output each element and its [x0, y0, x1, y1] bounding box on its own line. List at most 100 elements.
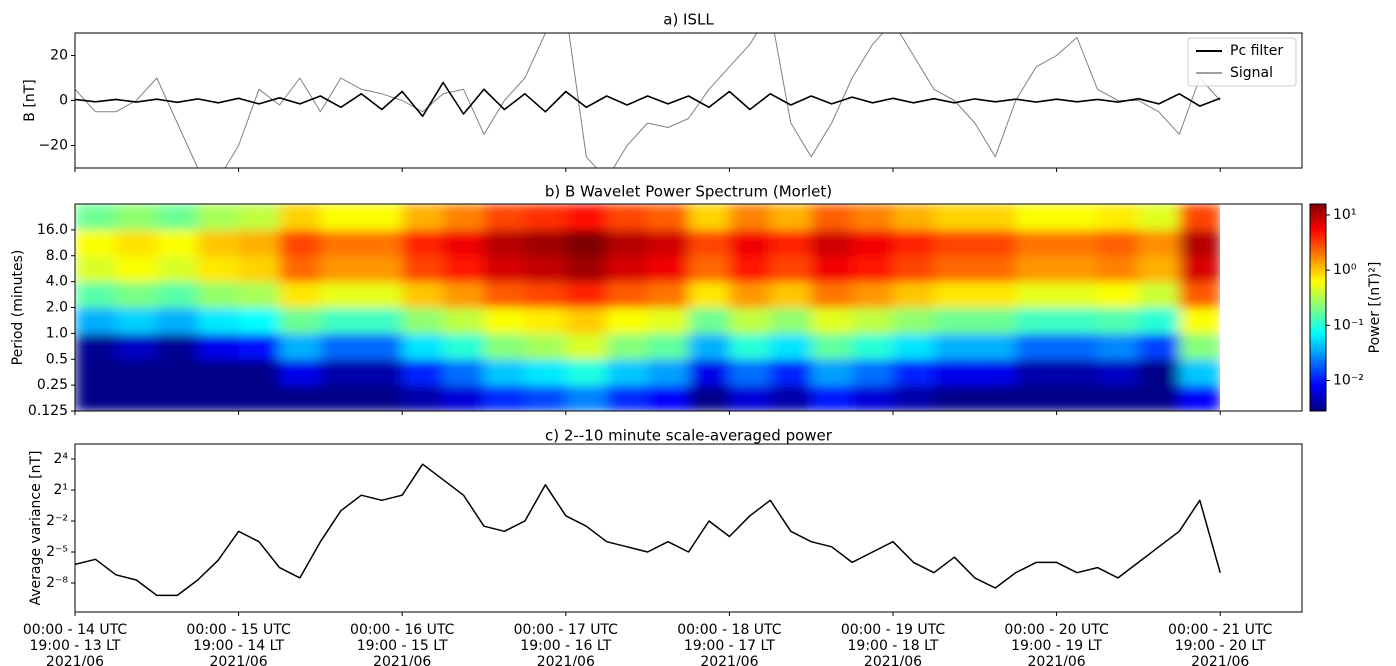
heatmap-cell: [606, 333, 649, 360]
heatmap-cell: [1056, 385, 1098, 411]
heatmap-cell: [279, 229, 321, 257]
heatmap-cell: [1138, 333, 1180, 360]
heatmap-cell: [402, 229, 444, 257]
heatmap-cell: [729, 255, 771, 283]
colorbar: [1309, 203, 1327, 412]
heatmap-cell: [770, 307, 812, 334]
heatmap-cell: [197, 359, 240, 386]
heatmap-cell: [852, 359, 894, 386]
heatmap-cell: [647, 204, 689, 231]
heatmap-cell: [893, 359, 935, 386]
heatmap-cell: [1179, 229, 1220, 257]
heatmap-cell: [238, 385, 280, 411]
x-tick-label: 00:00 - 16 UTC 19:00 - 15 LT 2021/06: [350, 622, 455, 666]
heatmap-cell: [811, 204, 853, 231]
heatmap-cell: [1097, 307, 1139, 334]
heatmap-cell: [1015, 281, 1058, 308]
heatmap-cell: [1097, 385, 1139, 411]
heatmap-cell: [156, 281, 199, 308]
heatmap-cell: [688, 204, 730, 231]
heatmap-cell: [811, 333, 853, 360]
plot-area: [75, 463, 1221, 597]
heatmap-cell: [811, 281, 853, 308]
heatmap-cell: [852, 307, 894, 334]
heatmap-cell: [1015, 255, 1058, 283]
heatmap-cell: [811, 359, 853, 386]
y-axis-label: B [nT]: [22, 79, 38, 121]
heatmap-cell: [729, 204, 771, 231]
heatmap-cell: [933, 281, 976, 308]
heatmap-cell: [115, 229, 158, 257]
heatmap-cell: [402, 385, 444, 411]
heatmap-cell: [279, 255, 321, 283]
heatmap-cell: [484, 385, 526, 411]
panel-title: c) 2--10 minute scale-averaged power: [545, 427, 833, 445]
heatmap-cell: [238, 204, 280, 231]
heatmap-cell: [770, 333, 812, 360]
y-tick-label: 4.0: [46, 274, 68, 290]
legend-label: Pc filter: [1230, 43, 1283, 59]
heatmap-cell: [1056, 359, 1098, 386]
x-tick-label: 00:00 - 18 UTC 19:00 - 17 LT 2021/06: [677, 622, 782, 666]
heatmap-cell: [565, 333, 608, 360]
heatmap-cell: [852, 204, 894, 231]
heatmap-cell: [1097, 204, 1139, 231]
heatmap-cell: [1015, 385, 1058, 411]
heatmap-cell: [688, 359, 730, 386]
heatmap-cell: [1138, 281, 1180, 308]
heatmap-cell: [361, 333, 403, 360]
heatmap-cell: [197, 281, 240, 308]
heatmap-cell: [606, 307, 649, 334]
heatmap-cell: [524, 204, 567, 231]
heatmap-cell: [361, 385, 403, 411]
heatmap-cell: [565, 385, 608, 411]
heatmap-cell: [688, 281, 730, 308]
colorbar-tick-label: 10⁻²: [1333, 372, 1364, 388]
heatmap-cell: [524, 333, 567, 360]
heatmap-cell: [156, 307, 199, 334]
heatmap-cell: [156, 204, 199, 231]
heatmap-cell: [115, 307, 158, 334]
heatmap-cell: [115, 281, 158, 308]
heatmap-cell: [974, 281, 1017, 308]
y-axis-label: Period (minutes): [10, 250, 26, 366]
heatmap-cell: [238, 307, 280, 334]
heatmap-cell: [320, 281, 362, 308]
heatmap-cell: [115, 359, 158, 386]
heatmap-cell: [1179, 359, 1220, 386]
heatmap-cell: [197, 385, 240, 411]
heatmap-cell: [688, 333, 730, 360]
heatmap-cell: [606, 229, 649, 257]
heatmap-cell: [1056, 229, 1098, 257]
heatmap-cell: [484, 307, 526, 334]
heatmap-cell: [1179, 333, 1220, 360]
heatmap-cell: [933, 333, 976, 360]
heatmap-cell: [320, 385, 362, 411]
heatmap-cell: [606, 385, 649, 411]
y-tick-label: 2¹: [53, 482, 68, 498]
heatmap-cell: [156, 229, 199, 257]
heatmap-cell: [893, 307, 935, 334]
heatmap-cell: [524, 229, 567, 257]
legend-label: Signal: [1230, 65, 1273, 81]
x-tick-label: 00:00 - 14 UTC 19:00 - 13 LT 2021/06: [23, 622, 128, 666]
heatmap-cell: [484, 359, 526, 386]
heatmap-cell: [1097, 229, 1139, 257]
heatmap-cell: [729, 307, 771, 334]
colorbar-label: Power [(nT)²]: [1367, 262, 1383, 354]
heatmap-cell: [933, 229, 976, 257]
heatmap-cell: [238, 281, 280, 308]
heatmap-cell: [770, 385, 812, 411]
heatmap-cell: [1097, 281, 1139, 308]
heatmap-cell: [361, 204, 403, 231]
heatmap-cell: [974, 204, 1017, 231]
heatmap-cell: [443, 281, 485, 308]
y-tick-label: 20: [50, 48, 68, 64]
heatmap-cell: [852, 333, 894, 360]
heatmap-cell: [647, 359, 689, 386]
data-line: [75, 81, 1221, 118]
heatmap-cell: [1179, 307, 1220, 334]
heatmap-cell: [524, 359, 567, 386]
heatmap-cell: [1056, 204, 1098, 231]
heatmap-cell: [443, 359, 485, 386]
